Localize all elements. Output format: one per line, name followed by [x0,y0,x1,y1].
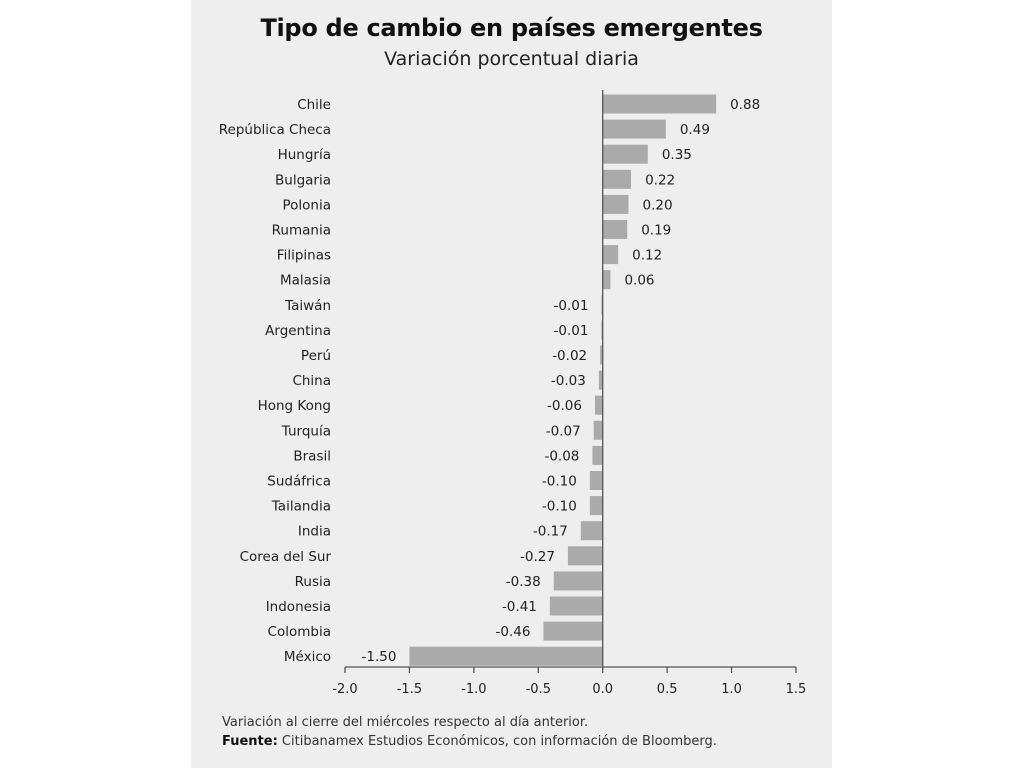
value-label: -1.50 [361,649,396,665]
value-label: -0.41 [502,599,537,615]
bar-13 [593,420,603,440]
bar-7 [602,270,611,290]
category-label: Perú [301,348,331,364]
category-label: Indonesia [266,599,331,615]
category-label: Sudáfrica [267,474,331,490]
bar-17 [580,521,603,541]
value-label: 0.20 [642,197,672,213]
bar-5 [602,220,628,239]
source-text: Citibanamex Estudios Económicos, con inf… [277,734,717,749]
value-label: -0.46 [496,624,531,640]
bar-1 [602,119,666,139]
category-label: Taiwán [284,298,331,314]
value-label: 0.06 [624,273,654,289]
category-label: Turquía [281,423,331,439]
category-label: India [298,524,331,540]
bar-15 [589,471,603,490]
x-tick-label: -2.0 [332,682,357,697]
value-label: -0.10 [542,499,577,515]
bar-19 [553,571,603,591]
value-label: -0.10 [542,474,577,490]
bar-12 [594,395,603,415]
category-label: China [292,373,331,389]
value-label: 0.22 [645,172,675,188]
bars-layer [409,94,717,666]
category-label: Colombia [268,624,331,640]
value-label: 0.49 [680,122,710,138]
source-label: Fuente: [222,734,278,749]
category-label: Bulgaria [275,172,331,188]
x-tick-label: 1.0 [721,682,742,697]
value-label: 0.12 [632,248,662,264]
value-labels-layer: 0.88 0.49 0.35 0.22 0.20 0.19 0.12 0.06 -0.01 -0.… [361,97,760,665]
category-label: Argentina [265,323,331,339]
bar-20 [549,596,603,616]
category-label: Rumania [272,223,331,239]
x-axis: -2.0 -1.5 -1.0 -0.5 0.0 0.5 1.0 1.5 [332,90,806,697]
category-label: Corea del Sur [240,549,332,565]
value-label: -0.01 [553,323,588,339]
value-label: -0.08 [544,448,579,464]
bar-21 [543,621,603,641]
x-tick-label: -0.5 [526,682,551,697]
value-label: -0.07 [546,423,581,439]
x-tick-label: 1.5 [786,682,807,697]
value-label: -0.06 [547,398,582,414]
bar-chart: Chile República Checa Hungría Bulgaria Polon… [219,90,806,697]
category-label: Brasil [293,448,331,464]
value-label: -0.01 [553,298,588,314]
bar-2 [602,144,648,164]
category-label: Filipinas [277,248,331,264]
footer-note: Variación al cierre del miércoles respec… [222,715,589,730]
x-tick-label: 0.0 [592,682,613,697]
footer-source: Fuente: Citibanamex Estudios Económicos,… [222,732,822,751]
category-label: Polonia [282,197,331,213]
value-label: -0.27 [520,549,555,565]
value-label: -0.03 [551,373,586,389]
x-tick-label: -1.0 [461,682,486,697]
value-label: 0.88 [730,97,760,113]
bar-4 [602,194,629,214]
value-label: 0.35 [662,147,692,163]
value-label: -0.17 [533,524,568,540]
chart-footer: Variación al cierre del miércoles respec… [222,713,822,751]
value-label: -0.38 [506,574,541,590]
bar-14 [592,445,603,465]
category-label: Malasia [280,273,331,289]
bar-16 [589,496,603,516]
category-label: Tailandia [271,499,331,515]
category-label: Rusia [295,574,331,590]
category-label: Chile [297,97,331,113]
bar-22 [409,646,603,666]
x-tick-label: -1.5 [397,682,422,697]
bar-0 [602,94,717,114]
chart-title: Tipo de cambio en países emergentes [260,14,763,42]
chart-subtitle: Variación porcentual diaria [384,48,639,70]
x-tick-label: 0.5 [657,682,678,697]
bar-18 [567,546,603,566]
value-label: 0.19 [641,223,671,239]
bar-11 [598,370,603,390]
category-label: Hungría [278,147,331,163]
category-label: México [284,649,331,665]
category-label: República Checa [219,122,331,138]
bar-6 [602,245,619,265]
value-label: -0.02 [552,348,587,364]
chart-card: Tipo de cambio en países emergentes Vari… [191,0,832,768]
bar-10 [600,345,603,365]
bar-3 [602,169,632,189]
category-labels-layer: Chile República Checa Hungría Bulgaria Polon… [219,97,332,665]
category-label: Hong Kong [258,398,331,414]
